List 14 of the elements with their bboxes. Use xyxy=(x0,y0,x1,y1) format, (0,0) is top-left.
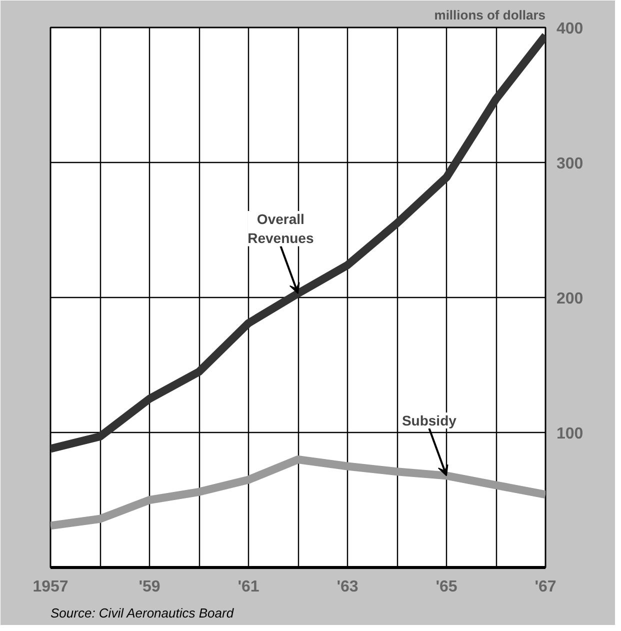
x-tick-label: '59 xyxy=(138,578,160,596)
annotation: Subsidy xyxy=(402,412,457,428)
x-tick-label: '67 xyxy=(534,578,556,596)
y-axis-title: millions of dollars xyxy=(434,8,546,22)
annotation: Overall Revenues xyxy=(248,211,314,246)
y-tick-label: 100 xyxy=(556,426,584,442)
x-tick-label: '61 xyxy=(238,578,260,596)
y-tick-label: 300 xyxy=(556,156,584,172)
source-note: Source: Civil Aeronautics Board xyxy=(50,606,234,620)
y-tick-label: 400 xyxy=(556,20,584,38)
x-tick-label: '63 xyxy=(336,578,358,596)
y-tick-label: 200 xyxy=(556,290,584,308)
x-tick-label: 1957 xyxy=(32,578,68,596)
x-tick-label: '65 xyxy=(436,578,458,596)
